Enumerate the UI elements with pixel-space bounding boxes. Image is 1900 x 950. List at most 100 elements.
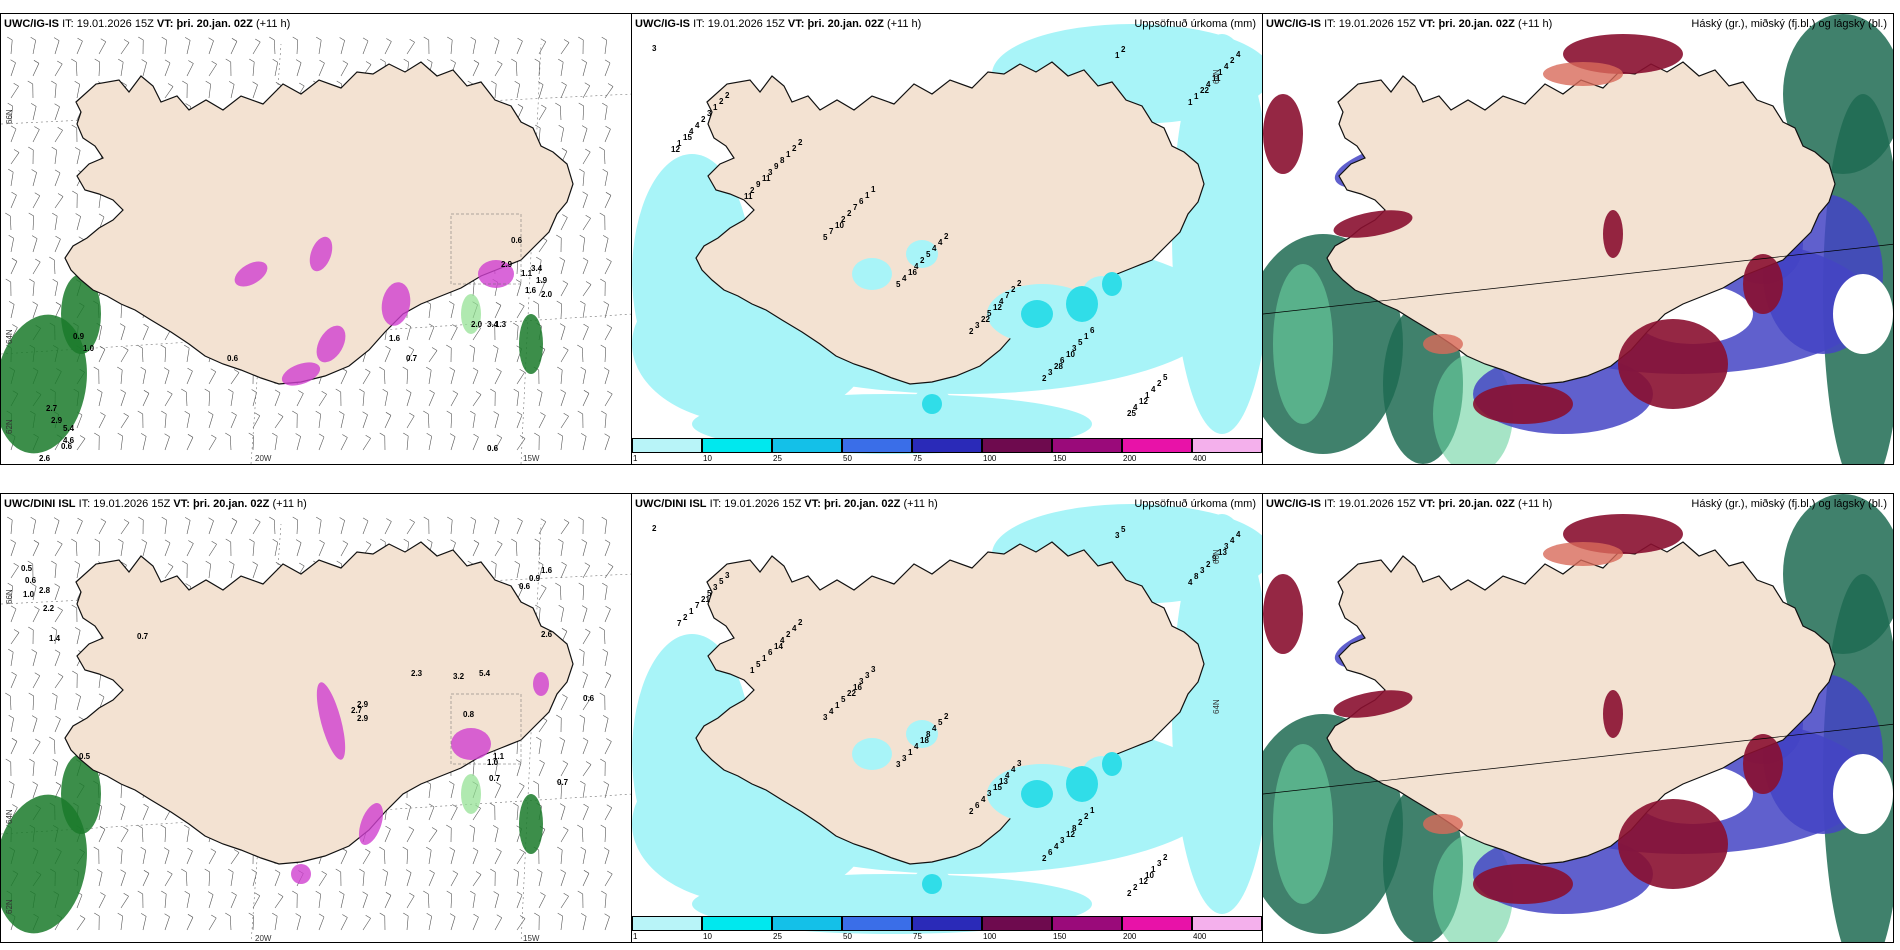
wind-barb [384, 38, 392, 55]
value-label: 5 [823, 233, 828, 242]
wind-barb [533, 300, 540, 319]
wind-barb [560, 214, 568, 231]
wind-barb [30, 36, 36, 55]
colorbar-tick: 50 [843, 454, 852, 463]
wind-barb [604, 605, 611, 623]
wind-barb [534, 432, 540, 451]
value-label: 1.4 [49, 634, 61, 643]
wind-barb [450, 870, 459, 887]
value-label: 18 [920, 736, 929, 745]
colorbar-segment [772, 916, 842, 931]
value-label: 5 [938, 718, 943, 727]
wind-barb [582, 870, 590, 887]
wind-barb [582, 148, 591, 165]
wind-barb [161, 36, 168, 55]
wind-barb [577, 410, 584, 429]
value-label: 2 [792, 144, 797, 153]
wind-barb [600, 344, 607, 363]
value-label: 3 [707, 109, 712, 118]
wind-barb [272, 58, 278, 77]
value-label: 6 [859, 197, 864, 206]
wind-barb [186, 540, 194, 557]
wind-barb [493, 411, 499, 429]
wind-barb [379, 366, 386, 385]
wind-barb [379, 432, 386, 451]
value-label: 2 [798, 138, 803, 147]
wind-barb [28, 146, 34, 165]
map-canvas [1263, 14, 1893, 464]
wind-barb [536, 736, 542, 755]
wind-barb [8, 781, 15, 799]
wind-barb [161, 516, 168, 535]
value-label: 1 [762, 654, 767, 663]
wind-barb [208, 541, 217, 557]
snow-area [358, 803, 384, 845]
wind-barb [538, 892, 546, 909]
wind-barb [599, 146, 606, 165]
wind-barb [516, 891, 523, 909]
wind-barb [118, 538, 124, 557]
wind-barb [535, 124, 541, 143]
wind-barb [450, 390, 459, 407]
wind-barb [560, 519, 570, 535]
wind-barb [402, 366, 409, 385]
wind-barb [340, 434, 348, 451]
wind-barb [269, 36, 276, 55]
wind-barb [94, 432, 100, 451]
wind-barb [182, 560, 188, 579]
wind-barb [318, 391, 327, 407]
value-label: 2 [798, 618, 803, 627]
wind-barb [27, 80, 34, 99]
low-cloud-area [1473, 864, 1573, 904]
value-label: 0.7 [489, 774, 501, 783]
value-label: 1 [786, 150, 791, 159]
value-label: 12 [1139, 877, 1148, 886]
wind-barb [54, 540, 63, 557]
wind-barb [228, 561, 235, 579]
value-label: 2.3 [411, 669, 423, 678]
wind-barb [51, 80, 57, 99]
wind-barb [579, 714, 586, 733]
value-label: 2.9 [357, 714, 369, 723]
wind-barb [272, 538, 278, 557]
wind-barb [184, 517, 191, 535]
wind-barb [405, 389, 412, 407]
value-label: 2 [841, 215, 846, 224]
value-label: 2 [920, 256, 925, 265]
wind-barb [602, 168, 608, 187]
value-label: 2.2 [43, 604, 55, 613]
wind-barb [516, 369, 525, 385]
precip-light-area [852, 738, 892, 770]
map-canvas [1, 36, 631, 464]
value-label: 0.9 [529, 574, 541, 583]
wind-barb [184, 344, 190, 363]
wind-barb [208, 37, 214, 55]
wind-barb [534, 912, 540, 931]
wind-barb [536, 869, 543, 887]
value-label: 0.6 [583, 694, 595, 703]
value-label: 12 [1066, 830, 1075, 839]
value-label: 2 [1121, 45, 1126, 54]
wind-barb [494, 782, 502, 799]
wind-barb [208, 848, 217, 865]
wind-barb [559, 257, 565, 275]
wind-barb [579, 168, 585, 187]
wind-barb [601, 410, 607, 429]
value-label: 0.6 [511, 236, 523, 245]
value-label: 4 [932, 724, 937, 733]
value-label: 1 [1145, 391, 1150, 400]
value-label: 10 [1145, 871, 1154, 880]
wind-barb [533, 780, 540, 799]
wind-barb [54, 302, 62, 319]
value-label: 2 [847, 209, 852, 218]
wind-barb [379, 846, 386, 865]
value-label: 3 [1072, 344, 1077, 353]
wind-barb [141, 59, 147, 77]
wind-barb [538, 759, 545, 777]
wind-barb [403, 912, 409, 931]
value-label: 1.6 [525, 286, 537, 295]
value-label: 4 [1224, 62, 1229, 71]
value-label: 3 [725, 571, 730, 580]
value-label: 6 [768, 648, 773, 657]
panel-clouds-bottom: UWC/IG-IS IT: 19.01.2026 15Z VT: þri. 20… [1262, 493, 1894, 943]
